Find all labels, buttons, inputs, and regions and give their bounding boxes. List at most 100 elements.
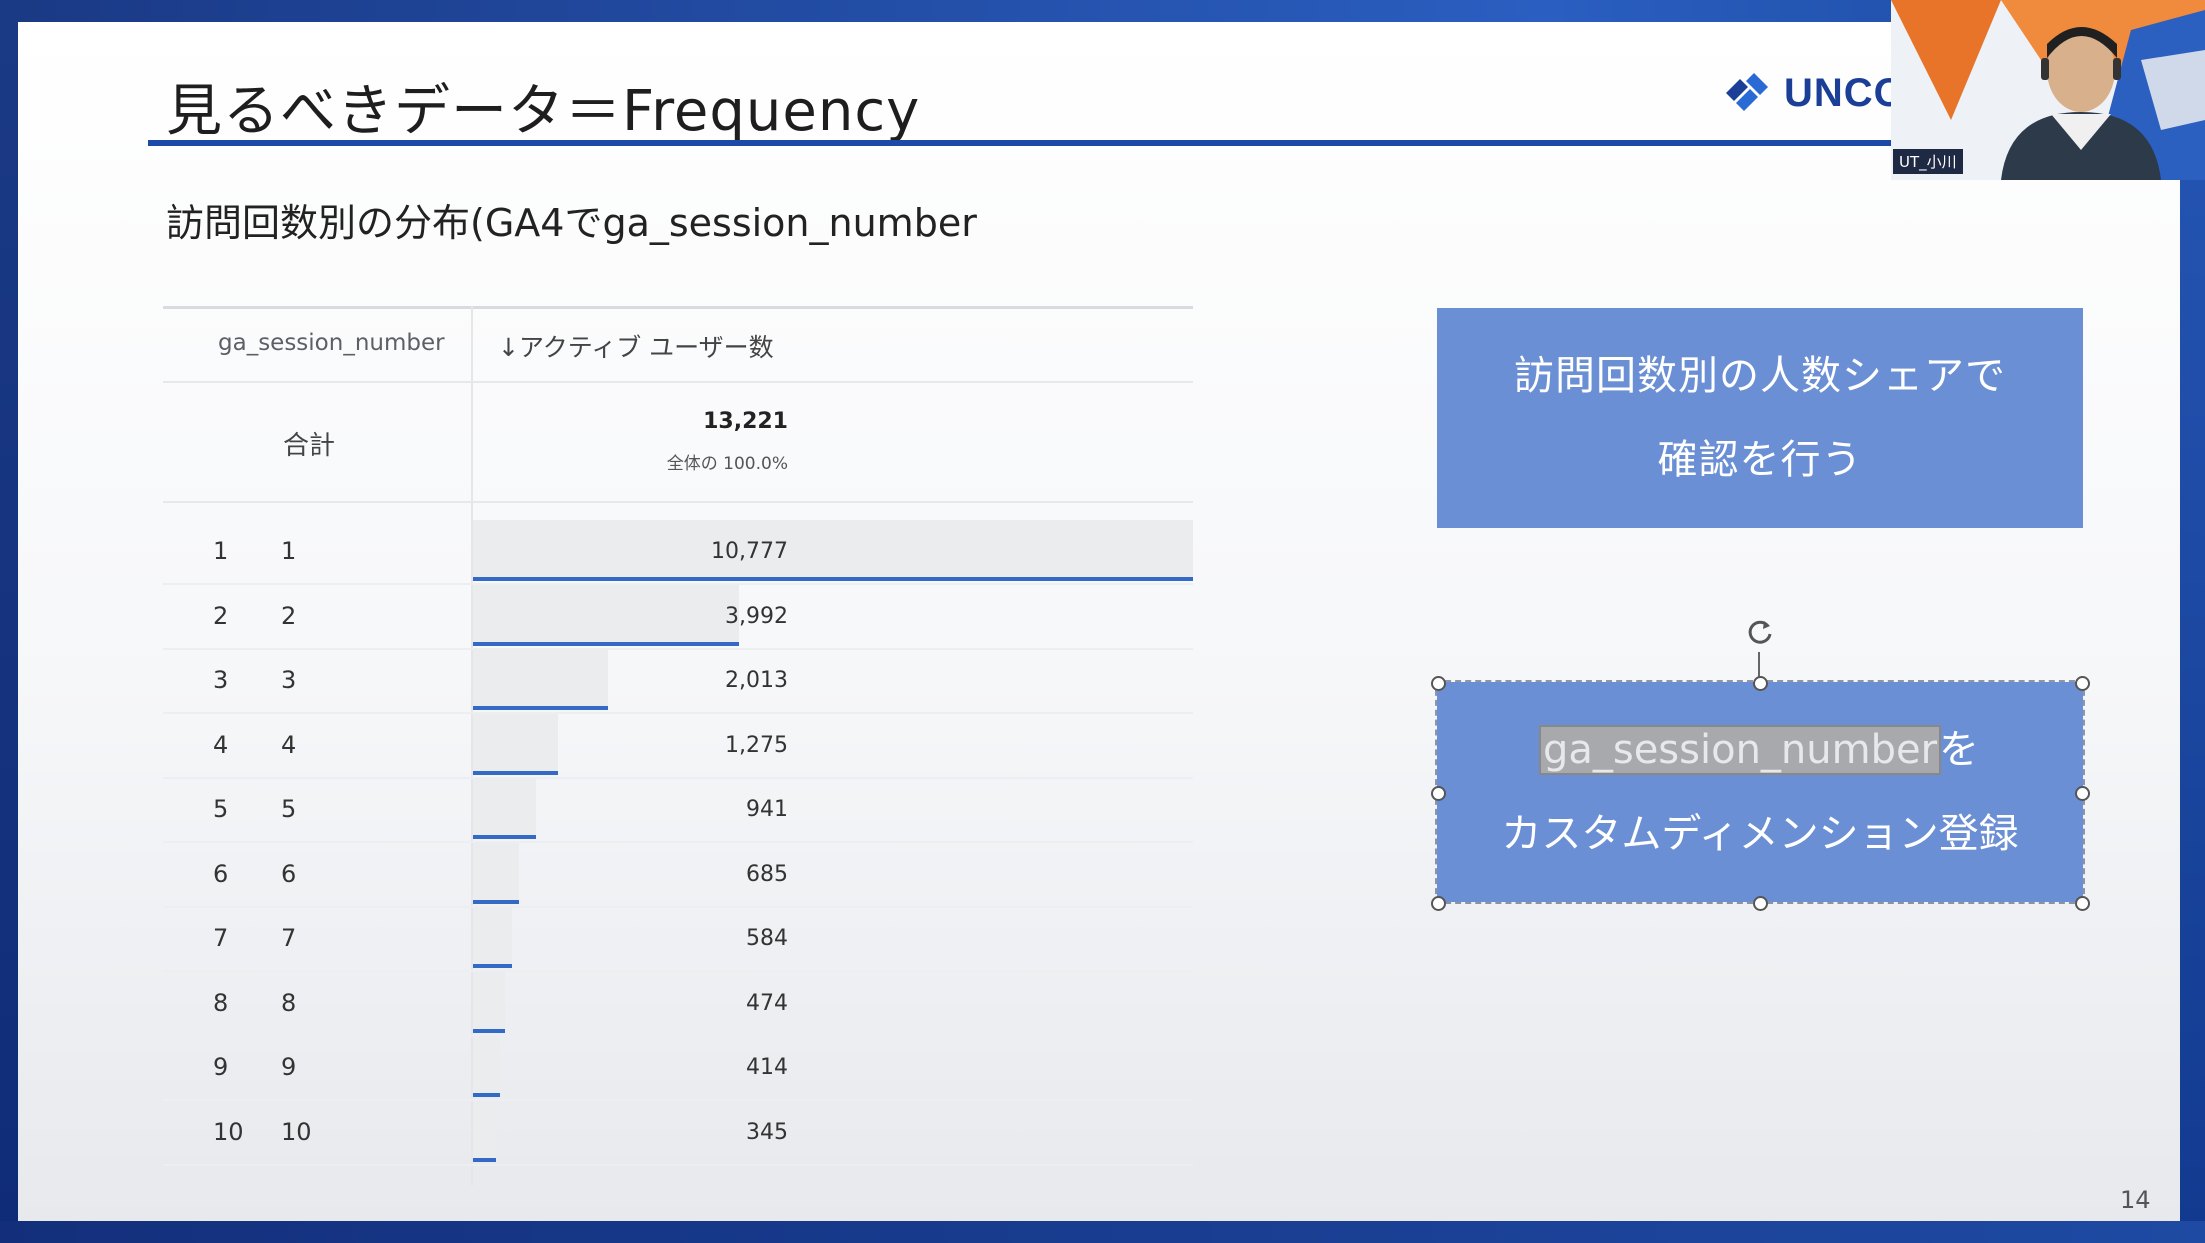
table-header-row: ga_session_number ↓アクティブ ユーザー数 <box>163 306 1193 383</box>
value-bar-fill <box>473 907 512 964</box>
value-bar-underline <box>473 641 740 646</box>
screen-frame-bottom <box>0 1221 2205 1243</box>
row-active-users: 584 <box>746 926 788 951</box>
page-number: 14 <box>2120 1186 2151 1214</box>
logo-text: UNCO <box>1784 70 1906 115</box>
table-row[interactable]: 4 4 1,275 <box>163 713 1193 779</box>
value-bar-fill <box>473 1100 497 1158</box>
value-bar-underline <box>473 1028 505 1033</box>
column-divider <box>471 306 473 1186</box>
resize-handle-top-right[interactable] <box>2075 676 2090 691</box>
row-index: 5 <box>213 795 229 823</box>
table-row[interactable]: 5 5 941 <box>163 777 1193 843</box>
dimension-column-header[interactable]: ga_session_number <box>218 330 445 356</box>
callout-dimension-suffix: を <box>1939 727 1980 773</box>
resize-handle-right[interactable] <box>2075 786 2090 801</box>
table-top-border <box>163 306 1193 309</box>
row-index: 8 <box>213 988 229 1017</box>
row-active-users: 345 <box>746 1119 788 1145</box>
callout-custom-dimension[interactable]: ga_session_numberを カスタムディメンション登録 <box>1435 680 2085 904</box>
title-underline <box>148 140 1918 146</box>
logo-mark-icon <box>1726 73 1768 111</box>
value-bar-fill <box>473 649 608 706</box>
row-session-number: 3 <box>281 666 297 694</box>
value-bar-fill <box>473 842 520 900</box>
row-session-number: 5 <box>281 795 297 823</box>
selected-text[interactable]: ga_session_number <box>1538 725 1942 775</box>
value-bar-fill <box>473 971 505 1029</box>
value-bar-underline <box>473 770 558 775</box>
presentation-slide: 見るべきデータ＝Frequency UNCO 訪問回数別の分布(GA4でga_s… <box>18 22 2180 1221</box>
value-bar-underline <box>473 577 1193 581</box>
row-active-users: 474 <box>746 990 788 1016</box>
value-bar-underline <box>473 899 520 904</box>
webcam-video-icon <box>1891 0 2205 180</box>
row-index: 3 <box>213 666 229 694</box>
value-bar-fill <box>473 713 558 771</box>
row-session-number: 2 <box>281 601 297 630</box>
row-session-number: 10 <box>281 1117 312 1146</box>
row-session-number: 7 <box>281 924 297 952</box>
row-session-number: 6 <box>281 859 297 888</box>
row-active-users: 2,013 <box>725 668 788 693</box>
total-label: 合計 <box>283 431 336 461</box>
callout-share-line2: 確認を行う <box>1657 437 1863 483</box>
value-bar-underline <box>473 1157 497 1162</box>
table-row[interactable]: 10 10 345 <box>163 1100 1193 1166</box>
value-bar-underline <box>473 964 512 968</box>
callout-share-line1: 訪問回数別の人数シェアで <box>1514 353 2006 399</box>
resize-handle-left[interactable] <box>1431 786 1446 801</box>
table-total-row: 合計 13,221 全体の 100.0% <box>163 383 1193 503</box>
callout-dimension-line1: ga_session_numberを <box>1437 708 2083 792</box>
webcam-feed: UT_小川 <box>1891 0 2205 180</box>
table-row[interactable]: 1 1 10,777 <box>163 519 1193 585</box>
row-active-users: 414 <box>746 1055 788 1080</box>
resize-handle-top-left[interactable] <box>1431 676 1446 691</box>
row-active-users: 1,275 <box>725 732 788 758</box>
value-bar-fill <box>473 520 1193 577</box>
row-session-number: 1 <box>281 537 297 565</box>
row-index: 7 <box>213 924 229 952</box>
table-row[interactable]: 7 7 584 <box>163 906 1193 972</box>
table-row[interactable]: 9 9 414 <box>163 1035 1193 1101</box>
resize-handle-bottom-left[interactable] <box>1431 896 1446 911</box>
table-row[interactable]: 6 6 685 <box>163 842 1193 908</box>
company-logo: UNCO <box>1718 66 1906 120</box>
row-index: 9 <box>213 1053 229 1081</box>
row-active-users: 941 <box>746 797 788 822</box>
row-active-users: 10,777 <box>711 539 788 564</box>
total-share: 全体の 100.0% <box>666 454 788 474</box>
callout-dimension-line2: カスタムディメンション登録 <box>1501 811 2019 857</box>
value-bar-underline <box>473 1093 501 1097</box>
value-bar-fill <box>473 778 536 835</box>
screen-frame-left <box>0 0 18 1243</box>
table-row[interactable]: 8 8 474 <box>163 971 1193 1037</box>
value-bar-fill <box>473 584 740 642</box>
slide-title: 見るべきデータ＝Frequency <box>166 79 921 144</box>
row-index: 4 <box>213 730 229 759</box>
value-bar-fill <box>473 1036 501 1093</box>
webcam-label: UT_小川 <box>1893 149 1963 174</box>
row-session-number: 9 <box>281 1053 297 1081</box>
table-row[interactable]: 2 2 3,992 <box>163 584 1193 650</box>
rotate-handle-stem <box>1758 652 1760 682</box>
total-value: 13,221 <box>703 409 788 434</box>
rotate-handle-icon[interactable] <box>1744 616 1776 648</box>
row-index: 1 <box>213 537 229 565</box>
screen-frame-right <box>2180 0 2205 1243</box>
screen-frame-top <box>0 0 2205 22</box>
callout-share-check[interactable]: 訪問回数別の人数シェアで 確認を行う <box>1437 308 2083 528</box>
slide-subtitle: 訪問回数別の分布(GA4でga_session_number <box>166 201 977 245</box>
row-index: 2 <box>213 601 229 630</box>
value-bar-underline <box>473 706 608 710</box>
value-bar-underline <box>473 835 536 839</box>
resize-handle-top[interactable] <box>1753 676 1768 691</box>
resize-handle-bottom-right[interactable] <box>2075 896 2090 911</box>
resize-handle-bottom[interactable] <box>1753 896 1768 911</box>
table-row[interactable]: 3 3 2,013 <box>163 648 1193 714</box>
row-index: 6 <box>213 859 229 888</box>
row-active-users: 685 <box>746 861 788 887</box>
metric-column-header[interactable]: ↓アクティブ ユーザー数 <box>498 333 774 362</box>
row-active-users: 3,992 <box>725 603 788 629</box>
row-index: 10 <box>213 1117 244 1146</box>
